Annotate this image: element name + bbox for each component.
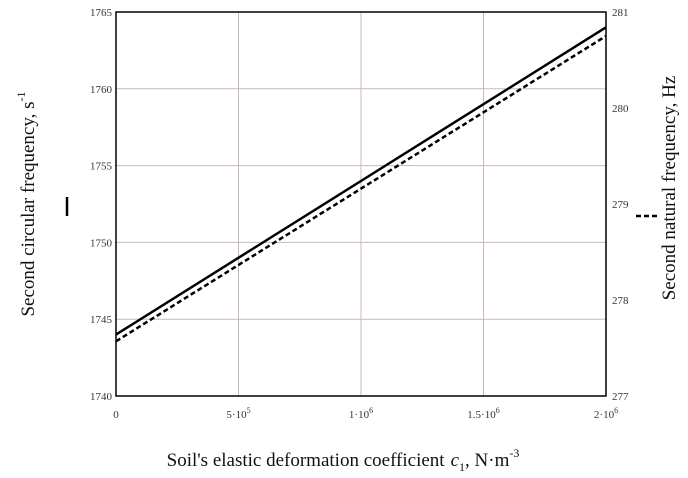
y-tick-label: 1745 bbox=[90, 314, 113, 326]
x-tick-label: 1.5·106 bbox=[467, 406, 499, 421]
y2-tick-label: 279 bbox=[612, 199, 629, 211]
y-axis-title: Second circular frequency, s-1 bbox=[14, 91, 39, 316]
x-tick-label: 5·105 bbox=[226, 406, 250, 421]
x-tick-label: 1·106 bbox=[349, 406, 373, 421]
x-tick-label: 0 bbox=[113, 409, 119, 421]
y2-tick-label: 278 bbox=[612, 295, 629, 307]
y2-tick-label: 280 bbox=[612, 103, 629, 115]
series-line-solid bbox=[115, 26, 607, 336]
y-tick-label: 1740 bbox=[90, 391, 113, 403]
x-tick-label: 2·106 bbox=[594, 406, 618, 421]
tick-labels: 0 5·105 1·106 1.5·106 2·106 1740 1745 1750 1755 1… bbox=[90, 7, 629, 421]
y2-tick-label: 281 bbox=[612, 7, 629, 19]
x-axis-title: Soil's elastic deformation coefficient c1… bbox=[167, 446, 520, 474]
y-tick-label: 1755 bbox=[90, 161, 113, 173]
grid bbox=[116, 12, 606, 396]
y2-axis-title: Second natural frequency, Hz bbox=[659, 76, 680, 301]
y2-tick-label: 277 bbox=[612, 391, 629, 403]
y-tick-label: 1760 bbox=[90, 84, 113, 96]
plot-frame bbox=[115, 11, 607, 397]
series-line-dashed bbox=[115, 34, 607, 343]
series-layer bbox=[115, 26, 607, 343]
y-tick-label: 1750 bbox=[90, 237, 113, 249]
y-tick-label: 1765 bbox=[90, 7, 113, 19]
